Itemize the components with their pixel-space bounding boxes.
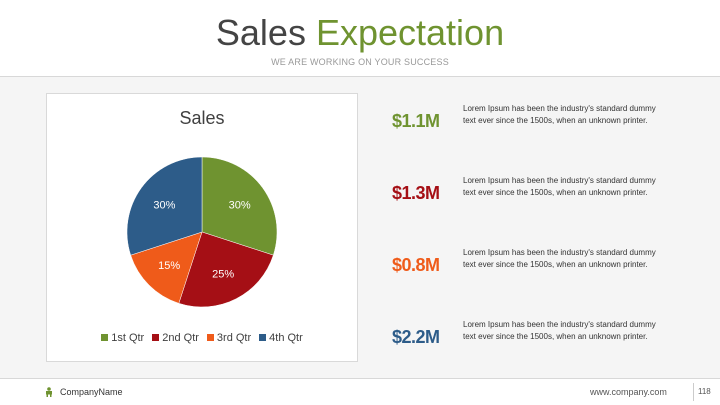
legend-swatch [152, 334, 160, 341]
chart-legend: 1st Qtr 2nd Qtr 3rd Qtr 4th Qtr [47, 332, 357, 344]
person-icon [46, 387, 52, 397]
pie-slice-1 [201, 156, 278, 256]
company-url[interactable]: www.company.com [590, 387, 667, 397]
stat-description: Lorem Ipsum has been the industry's stan… [463, 320, 656, 341]
stat-item: $2.2M Lorem Ipsum has been the industry's… [392, 319, 692, 359]
stat-item: $1.3M Lorem Ipsum has been the industry's… [392, 175, 692, 215]
page-number: 118 [698, 387, 711, 396]
legend-item: 2nd Qtr [152, 332, 199, 344]
legend-label: 3rd Qtr [216, 332, 252, 344]
legend-item: 1st Qtr [101, 332, 144, 344]
stat-value: $0.8M [392, 255, 440, 275]
pie-slice-3 [130, 231, 203, 304]
stat-value: $2.2M [392, 327, 440, 347]
data-label: 25% [212, 268, 234, 280]
stat-value: $1.1M [392, 111, 440, 131]
legend-label: 4th Qtr [269, 332, 303, 344]
chart-title: Sales [179, 108, 225, 128]
legend-swatch [259, 334, 267, 341]
page-divider [693, 383, 694, 401]
data-label: 30% [153, 200, 175, 212]
legend-label: 2nd Qtr [162, 332, 199, 344]
stat-description: Lorem Ipsum has been the industry's stan… [463, 104, 656, 125]
stat-item: $1.1M Lorem Ipsum has been the industry's… [392, 103, 692, 143]
data-label: 15% [158, 260, 180, 272]
stat-description: Lorem Ipsum has been the industry's stan… [463, 248, 656, 269]
page-title: Sales Expectation [0, 12, 720, 54]
data-label: 30% [229, 200, 251, 212]
title-main: Sales [215, 12, 306, 53]
legend-label: 1st Qtr [111, 332, 145, 344]
pie-slice-4 [126, 156, 203, 256]
stat-description: Lorem Ipsum has been the industry's stan… [463, 176, 656, 197]
stat-value: $1.3M [392, 183, 440, 203]
pie-slice-2 [178, 231, 274, 308]
title-accent: Expectation [315, 12, 505, 53]
legend-swatch [101, 334, 109, 341]
stat-item: $0.8M Lorem Ipsum has been the industry's… [392, 247, 692, 287]
legend-swatch [206, 334, 214, 341]
pie-chart: 30% 25% 15% 30% [126, 156, 278, 308]
legend-item: 3rd Qtr [206, 332, 252, 344]
chart-box: Sales 30% 25% 15% 30% 1st Qtr 2nd Qtr 3rd Qtr… [46, 93, 358, 362]
legend-item: 4th Qtr [259, 332, 303, 344]
page-subtitle: WE ARE WORKING ON YOUR SUCCESS [271, 57, 449, 67]
company-name: CompanyName [60, 387, 123, 397]
